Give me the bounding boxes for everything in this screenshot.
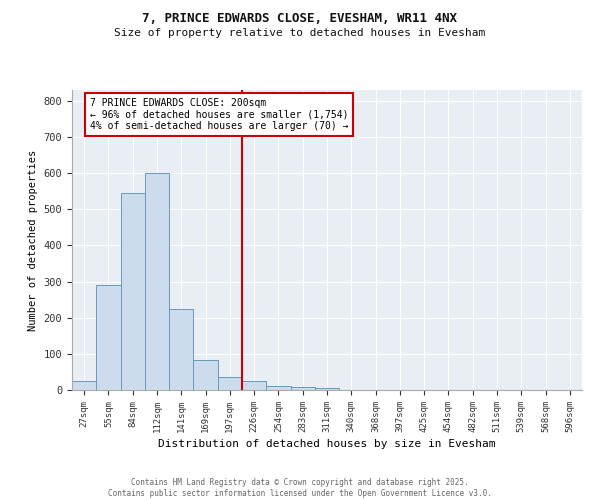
Bar	[290, 387, 315, 390]
Bar	[169, 308, 193, 390]
Bar	[121, 193, 145, 390]
Bar	[266, 386, 290, 390]
Text: Contains HM Land Registry data © Crown copyright and database right 2025.
Contai: Contains HM Land Registry data © Crown c…	[108, 478, 492, 498]
Bar	[242, 381, 266, 390]
Bar	[218, 376, 242, 390]
Text: Size of property relative to detached houses in Evesham: Size of property relative to detached ho…	[115, 28, 485, 38]
Y-axis label: Number of detached properties: Number of detached properties	[28, 150, 38, 330]
Text: 7, PRINCE EDWARDS CLOSE, EVESHAM, WR11 4NX: 7, PRINCE EDWARDS CLOSE, EVESHAM, WR11 4…	[143, 12, 458, 26]
Text: 7 PRINCE EDWARDS CLOSE: 200sqm
← 96% of detached houses are smaller (1,754)
4% o: 7 PRINCE EDWARDS CLOSE: 200sqm ← 96% of …	[90, 98, 349, 130]
Bar	[72, 381, 96, 390]
Bar	[193, 360, 218, 390]
Bar	[315, 388, 339, 390]
X-axis label: Distribution of detached houses by size in Evesham: Distribution of detached houses by size …	[158, 439, 496, 449]
Bar	[96, 285, 121, 390]
Bar	[145, 173, 169, 390]
